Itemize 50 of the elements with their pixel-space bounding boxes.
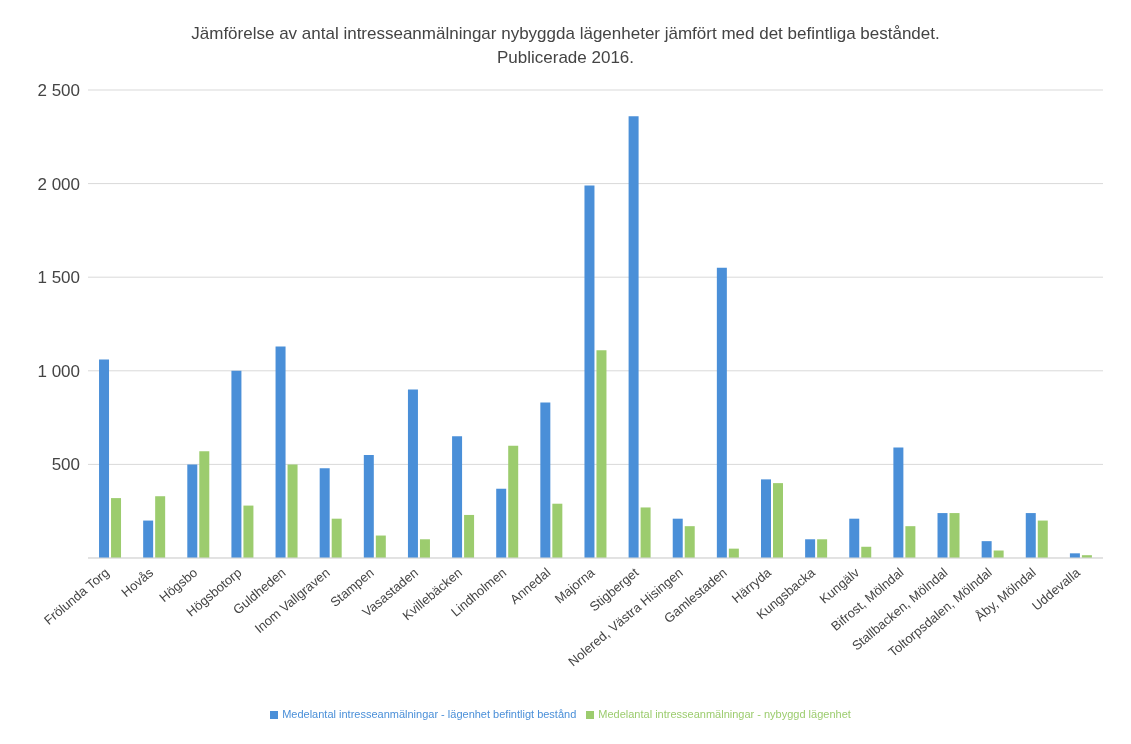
bar [540, 402, 551, 558]
bar [805, 539, 816, 558]
bar [375, 535, 386, 558]
bar [905, 526, 916, 558]
bar [452, 436, 463, 558]
bar [287, 464, 298, 558]
bar [464, 514, 475, 558]
y-tick-label: 1 000 [37, 361, 80, 381]
bar [419, 539, 430, 558]
bar [684, 526, 695, 558]
y-tick-label: 1 500 [37, 268, 80, 288]
chart-title: Jämförelse av antal intresseanmälningar nybyggda lägenheter jämfört med det befintliga beståndet. [190, 23, 941, 45]
bar [496, 488, 507, 558]
bar [319, 468, 330, 558]
bar [640, 507, 651, 558]
bar [275, 346, 286, 558]
bar [199, 451, 210, 558]
bar [187, 464, 198, 558]
bar [111, 498, 122, 558]
bar [363, 455, 374, 558]
y-tick-label: 2 500 [37, 81, 80, 101]
bar [155, 496, 166, 558]
chart-subtitle: Publicerade 2016. [495, 47, 635, 69]
bar [1025, 513, 1036, 558]
bar [893, 447, 904, 558]
bar [243, 505, 254, 558]
legend-label: Medelantal intresseanmälningar - lägenhet befintligt bestånd [282, 708, 577, 720]
bar [716, 267, 727, 558]
bar [849, 518, 860, 558]
bar [672, 518, 683, 558]
bar [760, 479, 771, 558]
y-tick-label: 2 000 [37, 174, 80, 194]
bar [143, 520, 154, 558]
legend-label: Medelantal intresseanmälningar - nybyggd lägenhet [598, 708, 851, 720]
bar [99, 359, 110, 558]
bar [1037, 520, 1048, 558]
bar [331, 518, 342, 558]
bar [407, 389, 418, 558]
bar [772, 483, 783, 558]
bar [817, 539, 828, 558]
bar [596, 350, 607, 558]
bar [508, 445, 519, 558]
bar [628, 116, 639, 558]
bar [584, 185, 595, 558]
bar [937, 513, 948, 558]
bar [981, 541, 992, 558]
bar [949, 513, 960, 558]
bar [552, 503, 563, 558]
y-tick-label: 500 [51, 455, 80, 475]
bar [231, 370, 242, 558]
